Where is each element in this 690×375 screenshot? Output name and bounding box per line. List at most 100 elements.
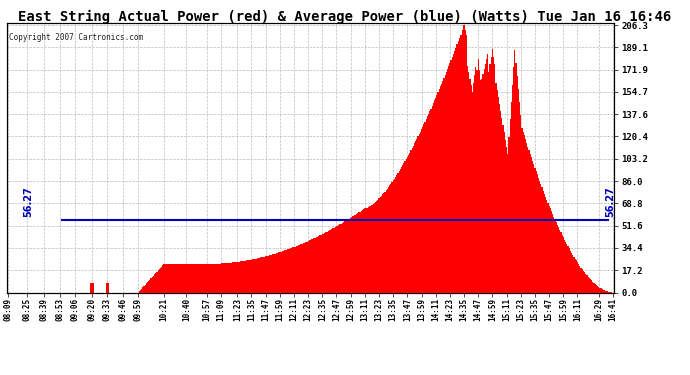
Bar <box>562 235 563 292</box>
Bar <box>402 165 403 292</box>
Bar <box>415 141 416 292</box>
Bar <box>553 217 555 292</box>
Bar <box>565 242 566 292</box>
Bar <box>395 177 396 292</box>
Bar <box>414 144 415 292</box>
Bar <box>106 284 107 292</box>
Bar <box>278 252 279 292</box>
Bar <box>193 264 194 292</box>
Bar <box>557 225 558 292</box>
Bar <box>200 264 201 292</box>
Bar <box>473 84 474 292</box>
Bar <box>326 232 328 292</box>
Text: 56.27: 56.27 <box>606 186 615 217</box>
Bar <box>219 264 220 292</box>
Bar <box>466 36 467 292</box>
Bar <box>370 206 371 292</box>
Bar <box>591 280 592 292</box>
Bar <box>357 213 358 292</box>
Bar <box>429 111 431 292</box>
Bar <box>280 252 282 292</box>
Bar <box>337 226 338 292</box>
Bar <box>378 198 380 292</box>
Bar <box>187 264 188 292</box>
Bar <box>325 232 326 292</box>
Bar <box>489 64 491 292</box>
Bar <box>310 240 311 292</box>
Bar <box>292 248 293 292</box>
Bar <box>348 219 349 292</box>
Bar <box>170 264 172 292</box>
Bar <box>535 171 537 292</box>
Bar <box>407 157 408 292</box>
Bar <box>182 264 184 292</box>
Bar <box>329 230 330 292</box>
Bar <box>507 154 509 292</box>
Bar <box>386 189 388 292</box>
Bar <box>212 264 213 292</box>
Bar <box>560 232 562 292</box>
Bar <box>391 182 393 292</box>
Bar <box>416 139 417 292</box>
Bar <box>139 291 140 292</box>
Bar <box>297 246 298 292</box>
Bar <box>583 271 584 292</box>
Bar <box>563 237 564 292</box>
Bar <box>235 262 237 292</box>
Bar <box>362 210 363 292</box>
Bar <box>248 260 250 292</box>
Bar <box>338 225 339 292</box>
Bar <box>501 118 502 292</box>
Bar <box>559 230 560 292</box>
Bar <box>291 248 292 292</box>
Bar <box>408 155 409 292</box>
Bar <box>538 178 539 292</box>
Bar <box>279 252 280 292</box>
Bar <box>241 261 243 292</box>
Bar <box>172 264 173 292</box>
Bar <box>333 228 335 292</box>
Bar <box>204 264 205 292</box>
Bar <box>226 263 227 292</box>
Bar <box>142 287 144 292</box>
Bar <box>444 75 446 292</box>
Bar <box>480 80 481 292</box>
Bar <box>437 92 439 292</box>
Bar <box>180 264 181 292</box>
Bar <box>486 59 487 292</box>
Bar <box>369 206 370 292</box>
Bar <box>238 262 239 292</box>
Bar <box>179 264 180 292</box>
Bar <box>218 264 219 292</box>
Bar <box>431 106 433 292</box>
Bar <box>388 187 389 292</box>
Bar <box>240 261 241 292</box>
Bar <box>505 140 506 292</box>
Bar <box>527 147 529 292</box>
Bar <box>239 261 240 292</box>
Bar <box>533 164 534 292</box>
Bar <box>192 264 193 292</box>
Bar <box>283 251 284 292</box>
Bar <box>368 207 369 292</box>
Bar <box>519 102 520 292</box>
Bar <box>512 85 513 292</box>
Bar <box>586 275 587 292</box>
Bar <box>389 185 391 292</box>
Bar <box>602 289 603 292</box>
Bar <box>462 30 464 292</box>
Bar <box>471 85 472 292</box>
Bar <box>273 254 275 292</box>
Bar <box>275 253 277 292</box>
Bar <box>417 136 419 292</box>
Bar <box>206 264 207 292</box>
Bar <box>436 95 437 292</box>
Bar <box>302 244 303 292</box>
Bar <box>525 139 526 292</box>
Bar <box>284 251 285 292</box>
Bar <box>580 267 582 292</box>
Bar <box>173 264 174 292</box>
Bar <box>214 264 215 292</box>
Bar <box>499 104 500 292</box>
Bar <box>175 264 177 292</box>
